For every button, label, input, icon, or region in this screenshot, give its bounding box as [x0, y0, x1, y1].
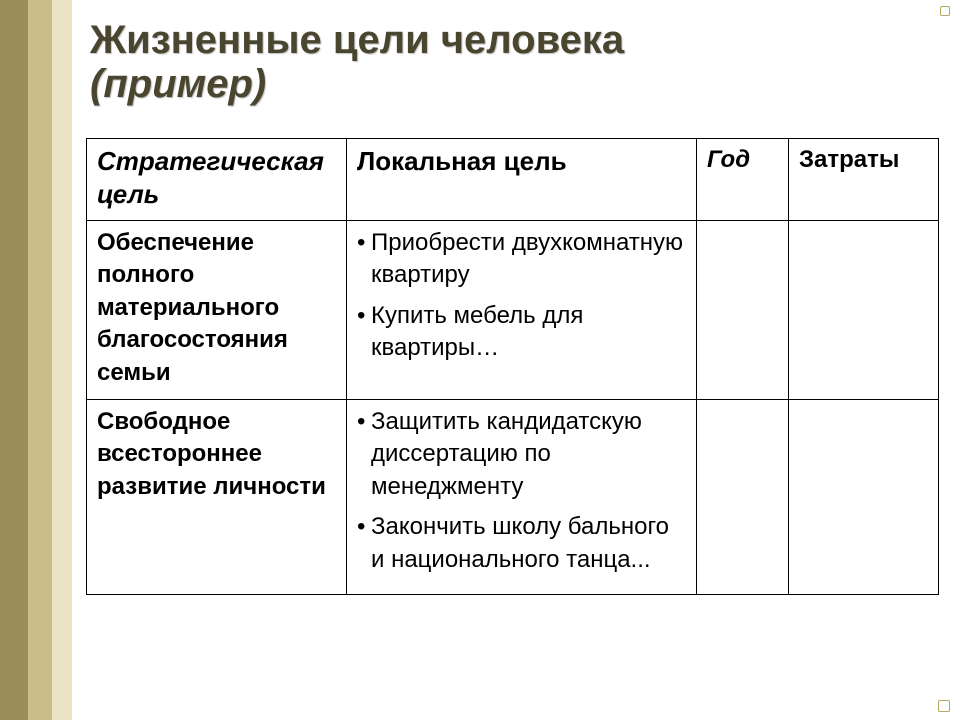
- title-line-1: Жизненные цели человека: [90, 18, 624, 62]
- title-line-2: (пример): [90, 62, 266, 106]
- local-goals-list: Приобрести двухкомнатную квартиру Купить…: [357, 227, 686, 365]
- list-item: Защитить кандидатскую диссертацию по мен…: [357, 406, 686, 503]
- list-item: Закончить школу бального и национального…: [357, 511, 686, 576]
- col-header-year: Год: [697, 139, 789, 221]
- slide: Жизненные цели человека (пример) Стратег…: [0, 0, 960, 720]
- col-header-cost: Затраты: [789, 139, 939, 221]
- col-header-year-label: Год: [707, 146, 750, 173]
- corner-dot-top-right: [940, 6, 950, 16]
- col-header-strategic-label: Стратегическая цель: [97, 146, 324, 209]
- cell-cost: [789, 399, 939, 594]
- stripe-3: [52, 0, 72, 720]
- table-row: Обеспечение полного материального благос…: [87, 221, 939, 400]
- col-header-local: Локальная цель: [347, 139, 697, 221]
- strategic-goal-text: Свободное всестороннее развитие личности: [97, 408, 326, 500]
- corner-dot-bottom-right: [938, 700, 950, 712]
- cell-local: Защитить кандидатскую диссертацию по мен…: [347, 399, 697, 594]
- table-header-row: Стратегическая цель Локальная цель Год З…: [87, 139, 939, 221]
- cell-year: [697, 399, 789, 594]
- list-item: Купить мебель для квартиры…: [357, 300, 686, 365]
- col-header-cost-label: Затраты: [799, 146, 899, 173]
- stripe-1: [0, 0, 28, 720]
- page-title: Жизненные цели человека (пример): [90, 18, 624, 106]
- col-header-strategic: Стратегическая цель: [87, 139, 347, 221]
- list-item: Приобрести двухкомнатную квартиру: [357, 227, 686, 292]
- cell-strategic: Свободное всестороннее развитие личности: [87, 399, 347, 594]
- stripe-2: [28, 0, 52, 720]
- col-header-local-label: Локальная цель: [357, 146, 567, 176]
- cell-cost: [789, 221, 939, 400]
- strategic-goal-text: Обеспечение полного материального благос…: [97, 229, 288, 386]
- goals-table: Стратегическая цель Локальная цель Год З…: [86, 138, 939, 595]
- cell-year: [697, 221, 789, 400]
- cell-local: Приобрести двухкомнатную квартиру Купить…: [347, 221, 697, 400]
- local-goals-list: Защитить кандидатскую диссертацию по мен…: [357, 406, 686, 576]
- table-row: Свободное всестороннее развитие личности…: [87, 399, 939, 594]
- cell-strategic: Обеспечение полного материального благос…: [87, 221, 347, 400]
